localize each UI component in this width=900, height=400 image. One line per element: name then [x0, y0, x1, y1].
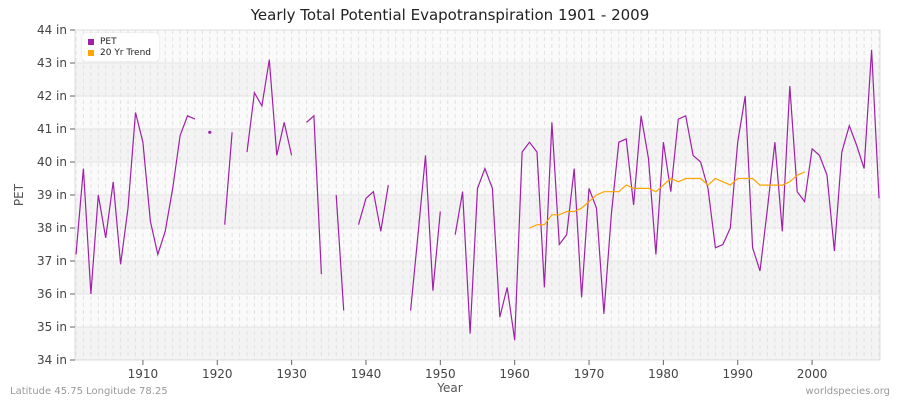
- series-line-trend: [529, 171, 805, 229]
- location-caption: Latitude 45.75 Longitude 78.25: [10, 386, 168, 397]
- y-tick-label: 43 in: [37, 56, 67, 70]
- series-line-pet: [246, 59, 293, 156]
- x-tick-label: 1980: [648, 367, 679, 381]
- y-tick-label: 39 in: [37, 188, 67, 202]
- legend-item-trend: 20 Yr Trend: [88, 47, 151, 58]
- legend-item-pet: PET: [88, 36, 151, 47]
- series-line-pet: [454, 49, 880, 341]
- legend-swatch-pet: [88, 38, 94, 45]
- x-tick-label: 1970: [574, 367, 605, 381]
- y-tick-label: 42 in: [37, 89, 67, 103]
- legend-label-pet: PET: [100, 36, 117, 47]
- series-line-pet: [306, 114, 322, 275]
- x-tick-label: 1930: [276, 367, 307, 381]
- chart-title: Yearly Total Potential Evapotranspiratio…: [250, 6, 650, 24]
- data-point-pet: [208, 130, 212, 134]
- x-tick-label: 1920: [202, 367, 233, 381]
- legend: PET 20 Yr Trend: [82, 33, 160, 61]
- x-tick-label: 1940: [351, 367, 382, 381]
- series-line-pet: [357, 185, 389, 232]
- legend-label-trend: 20 Yr Trend: [100, 47, 152, 58]
- y-tick-label: 38 in: [37, 221, 67, 235]
- series-line-pet: [75, 112, 196, 295]
- x-tick-label: 1910: [128, 367, 159, 381]
- y-axis-label: PET: [12, 183, 27, 207]
- y-tick-label: 36 in: [37, 287, 67, 301]
- x-tick-label: 1990: [722, 367, 753, 381]
- y-tick-label: 37 in: [37, 254, 67, 268]
- series-line-pet: [224, 132, 233, 225]
- x-tick-label: 2000: [797, 367, 828, 381]
- x-tick-label: 1960: [499, 367, 530, 381]
- legend-swatch-trend: [88, 49, 94, 56]
- y-tick-label: 41 in: [37, 122, 67, 136]
- y-tick-label: 44 in: [37, 23, 67, 37]
- y-tick-label: 35 in: [37, 320, 67, 334]
- source-caption: worldspecies.org: [805, 386, 890, 397]
- x-tick-label: 1950: [425, 367, 456, 381]
- series-line-pet: [410, 155, 441, 311]
- y-tick-label: 34 in: [37, 353, 67, 367]
- series-line-pet: [335, 194, 345, 311]
- y-tick-label: 40 in: [37, 155, 67, 169]
- x-axis-label: Year: [437, 381, 463, 395]
